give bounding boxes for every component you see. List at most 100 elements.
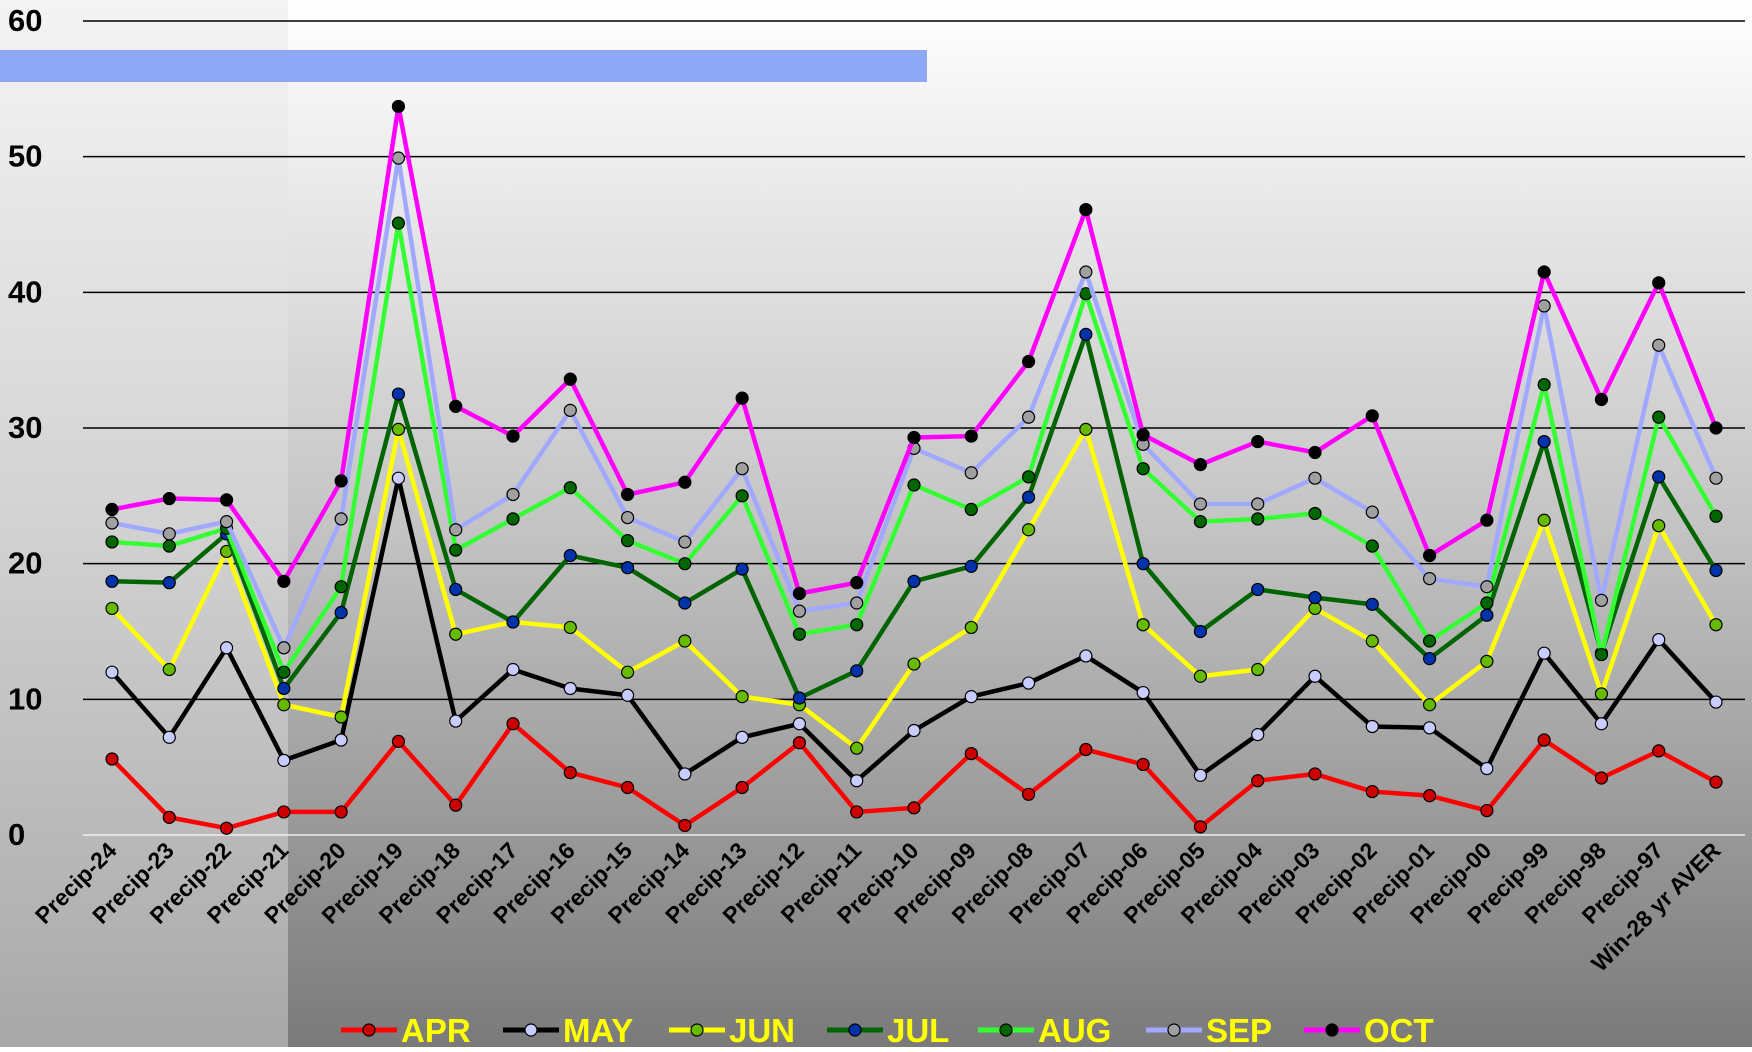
data-point [277, 574, 291, 588]
data-point [1308, 601, 1322, 616]
data-point [1136, 428, 1150, 442]
data-point [1422, 721, 1437, 735]
data-point [334, 805, 348, 819]
data-point [1422, 789, 1437, 803]
data-point [1365, 634, 1379, 648]
data-point [449, 543, 463, 557]
data-point [563, 620, 577, 635]
data-point [907, 801, 921, 815]
data-point [277, 641, 291, 655]
y-tick-label: 30 [8, 410, 42, 445]
data-point [1308, 590, 1322, 605]
data-point [1365, 505, 1379, 519]
data-point [219, 641, 234, 655]
data-point [1422, 634, 1437, 648]
data-point [735, 780, 749, 795]
data-point [1537, 646, 1551, 660]
data-point [334, 512, 348, 526]
data-point [1537, 377, 1551, 392]
data-point [1193, 458, 1208, 472]
legend-marker [848, 1023, 862, 1037]
data-point [735, 562, 749, 576]
data-point [964, 502, 978, 516]
data-point [1480, 513, 1494, 527]
data-point [792, 604, 807, 618]
data-point [391, 734, 406, 748]
data-point [1652, 470, 1666, 484]
data-point [850, 576, 864, 590]
legend-label: MAY [563, 1012, 633, 1047]
data-point [105, 502, 119, 516]
data-point [1365, 539, 1379, 553]
data-point [1480, 608, 1494, 622]
banner-bar [0, 50, 927, 82]
y-tick-label: 10 [8, 681, 42, 716]
data-point [907, 657, 921, 671]
data-point [735, 730, 749, 744]
data-point [391, 471, 406, 485]
data-point [1365, 597, 1379, 611]
data-point [1537, 434, 1551, 449]
data-point [1021, 354, 1036, 369]
data-point [907, 478, 921, 492]
data-point [1193, 515, 1208, 529]
data-point [620, 780, 635, 795]
data-point [1537, 733, 1551, 747]
data-point [1021, 470, 1036, 484]
data-point [964, 690, 978, 704]
data-point [964, 466, 978, 480]
data-point [1422, 571, 1437, 586]
data-point [792, 736, 807, 750]
data-point [334, 474, 348, 488]
data-point [964, 429, 978, 443]
data-point [1021, 523, 1036, 537]
y-tick-label: 60 [8, 3, 42, 38]
data-point [563, 403, 577, 417]
legend-marker [690, 1023, 704, 1037]
data-point [105, 665, 119, 679]
data-point [334, 733, 348, 747]
data-point [678, 475, 692, 489]
data-point [792, 627, 807, 641]
data-point [105, 601, 119, 616]
data-point [391, 387, 406, 401]
data-point [334, 605, 348, 620]
data-point [1709, 509, 1723, 523]
y-tick-label: 50 [8, 139, 42, 174]
data-point [1480, 596, 1494, 610]
data-point [1193, 768, 1208, 782]
data-point [105, 752, 119, 766]
data-point [162, 810, 176, 824]
data-point [907, 574, 921, 588]
data-point [620, 487, 635, 502]
data-point [907, 430, 921, 445]
data-point [277, 665, 291, 679]
data-point [1594, 392, 1609, 407]
data-point [334, 580, 348, 594]
data-point [105, 516, 119, 530]
data-point [1308, 767, 1322, 781]
data-point [1193, 497, 1208, 511]
data-point [850, 774, 864, 788]
data-point [1480, 654, 1494, 668]
data-point [162, 527, 176, 541]
data-point [277, 805, 291, 819]
data-point [850, 596, 864, 610]
data-point [391, 216, 406, 230]
data-point [105, 574, 119, 588]
data-point [219, 493, 234, 507]
data-point [1594, 687, 1609, 701]
data-point [162, 491, 176, 506]
data-point [792, 586, 807, 601]
data-point [964, 559, 978, 573]
data-point [1594, 771, 1609, 785]
legend-label: JUL [887, 1012, 949, 1047]
legend-marker [1325, 1023, 1339, 1037]
data-point [620, 665, 635, 679]
data-point [1251, 728, 1265, 742]
data-point [449, 399, 463, 413]
data-point [391, 422, 406, 436]
